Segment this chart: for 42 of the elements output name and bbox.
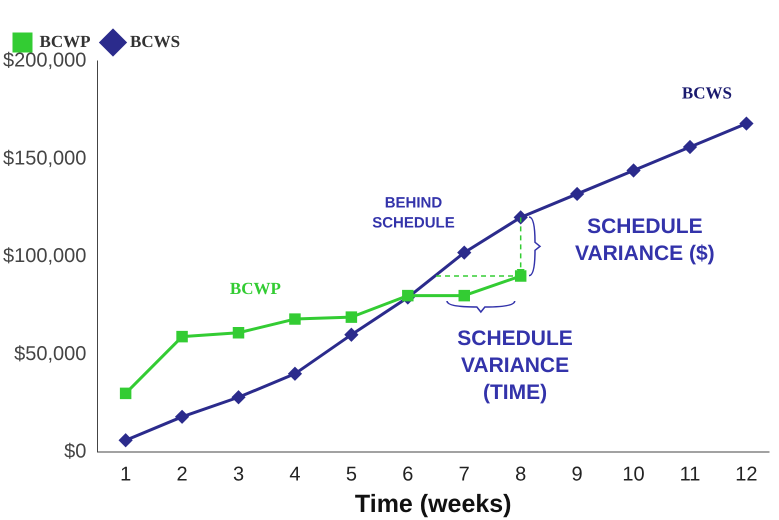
y-tick-label: $150,000 [2,147,86,170]
point [344,328,358,342]
x-tick-label: 10 [622,464,645,486]
point [740,117,753,130]
y-tick-label: $200,000 [2,50,86,72]
y-tick-label: $0 [64,440,86,463]
point [232,390,246,404]
annotation: BCWP [230,279,281,298]
x-tick-label: 7 [458,464,470,486]
point [683,140,696,154]
point [346,311,358,323]
x-tick-label: 11 [680,464,700,486]
point [289,313,301,325]
x-tick-label: 5 [346,464,357,486]
point [176,410,189,424]
x-tick-label: 9 [572,464,583,486]
x-tick-label: 8 [515,464,526,486]
point [176,330,188,342]
annotation: BEHIND SCHEDULE [372,194,455,232]
point [120,388,132,400]
point [232,327,244,338]
point [458,246,471,260]
x-axis-title: Time (weeks) [354,490,512,518]
legend-label: BCWP [40,32,90,51]
annotation: SCHEDULE VARIANCE (TIME) [457,326,573,404]
x-tick-label: 6 [402,464,414,486]
point [402,290,414,302]
y-tick-label: $50,000 [14,342,86,365]
x-tick-label: 2 [176,464,188,486]
legend-label: BCWS [130,32,180,51]
point [458,290,470,302]
point [119,434,132,447]
point [288,367,302,380]
point [627,164,640,177]
annotation: BCWS [682,84,732,103]
x-tick-label: 3 [232,464,244,486]
point [570,187,584,200]
x-tick-label: 12 [735,464,758,486]
x-tick-label: 4 [289,464,301,486]
y-tick-label: $100,000 [2,245,86,268]
x-tick-label: 1 [120,464,132,486]
annotation: SCHEDULE VARIANCE ($) [575,215,715,266]
